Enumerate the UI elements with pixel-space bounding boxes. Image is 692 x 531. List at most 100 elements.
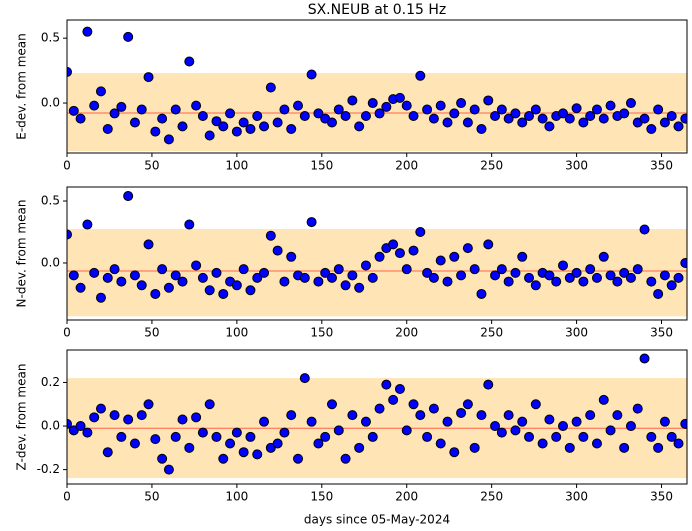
- point: [469, 104, 480, 115]
- x-tick-label: 50: [144, 159, 159, 173]
- point: [510, 425, 521, 436]
- point: [680, 418, 687, 429]
- point: [150, 288, 161, 299]
- point: [571, 416, 582, 427]
- x-tick-label: 250: [480, 490, 503, 504]
- point: [503, 410, 514, 421]
- point: [544, 414, 555, 425]
- point: [82, 219, 93, 230]
- point: [632, 403, 643, 414]
- point: [374, 108, 385, 119]
- point: [530, 104, 541, 115]
- point: [401, 264, 412, 275]
- point: [211, 116, 222, 127]
- point: [585, 264, 596, 275]
- point: [157, 264, 168, 275]
- point: [476, 410, 487, 421]
- point: [89, 267, 100, 278]
- point: [367, 431, 378, 442]
- point: [422, 267, 433, 278]
- point: [619, 267, 630, 278]
- point: [354, 442, 365, 453]
- x-tick-label: 0: [63, 490, 71, 504]
- point: [89, 412, 100, 423]
- x-tick-label: 50: [144, 490, 159, 504]
- point: [279, 104, 290, 115]
- point: [605, 100, 616, 111]
- point: [116, 101, 127, 112]
- point: [75, 421, 86, 432]
- y-tick-label: 0.5: [41, 31, 60, 45]
- point: [272, 117, 283, 128]
- point: [367, 272, 378, 283]
- point: [354, 282, 365, 293]
- point: [163, 464, 174, 475]
- point: [231, 427, 242, 438]
- point: [381, 379, 392, 390]
- chart-title: SX.NEUB at 0.15 Hz: [308, 2, 447, 18]
- point: [238, 447, 249, 458]
- point: [422, 104, 433, 115]
- point: [388, 239, 399, 250]
- point: [306, 69, 317, 80]
- point: [333, 104, 344, 115]
- x-tick-label: 200: [395, 159, 418, 173]
- point: [415, 70, 426, 81]
- point: [428, 403, 439, 414]
- point: [347, 410, 358, 421]
- point: [340, 280, 351, 291]
- point: [659, 416, 670, 427]
- point: [632, 264, 643, 275]
- point: [333, 425, 344, 436]
- point: [170, 104, 181, 115]
- point: [666, 280, 677, 291]
- point: [673, 438, 684, 449]
- point: [67, 418, 72, 429]
- point: [123, 191, 134, 202]
- point: [143, 399, 154, 410]
- point: [150, 434, 161, 445]
- point: [578, 431, 589, 442]
- point: [252, 449, 263, 460]
- point: [653, 288, 664, 299]
- point: [109, 410, 120, 421]
- point: [591, 104, 602, 115]
- point: [571, 103, 582, 114]
- point: [564, 113, 575, 124]
- point: [197, 427, 208, 438]
- x-tick-label: 200: [395, 490, 418, 504]
- point: [191, 412, 202, 423]
- point: [456, 98, 467, 109]
- y-tick-label: 0.0: [41, 419, 60, 433]
- point: [449, 108, 460, 119]
- point: [170, 270, 181, 281]
- x-tick-label: 300: [565, 490, 588, 504]
- point: [191, 100, 202, 111]
- point: [95, 292, 106, 303]
- point: [286, 410, 297, 421]
- point: [286, 251, 297, 262]
- point: [95, 86, 106, 97]
- point: [218, 288, 229, 299]
- point: [428, 272, 439, 283]
- point: [558, 260, 568, 271]
- point: [245, 123, 256, 134]
- point: [326, 272, 337, 283]
- plot-area: [67, 191, 687, 317]
- point: [68, 270, 79, 281]
- point: [299, 373, 310, 384]
- point: [544, 121, 555, 132]
- point: [340, 453, 351, 464]
- point: [612, 410, 623, 421]
- axes-frame: [66, 19, 688, 154]
- point: [116, 431, 127, 442]
- point: [265, 230, 276, 241]
- point: [102, 123, 113, 134]
- point: [462, 117, 473, 128]
- point: [578, 117, 589, 128]
- point: [415, 226, 426, 237]
- point: [286, 123, 297, 134]
- point: [680, 113, 687, 124]
- point: [252, 111, 263, 122]
- point: [558, 421, 568, 432]
